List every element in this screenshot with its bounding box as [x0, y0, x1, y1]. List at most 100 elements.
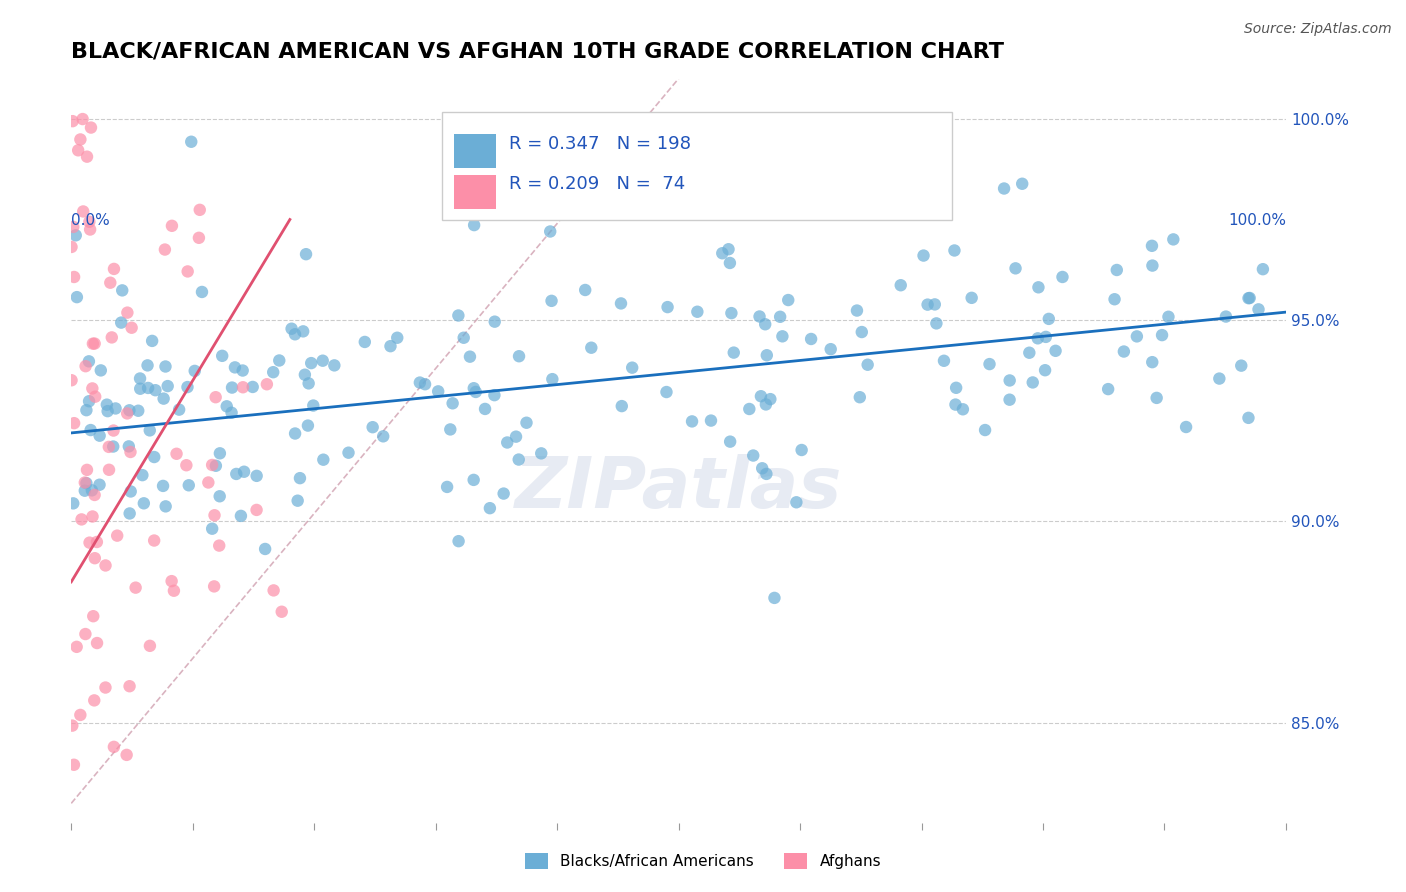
Point — [538, 225, 561, 239]
Point — [263, 583, 285, 598]
FancyBboxPatch shape — [454, 176, 496, 209]
Point — [160, 219, 183, 233]
Point — [72, 112, 94, 126]
Point — [127, 403, 149, 417]
Point — [284, 426, 307, 441]
Point — [187, 231, 209, 245]
Point — [82, 336, 104, 351]
Point — [111, 284, 134, 298]
Point — [1175, 420, 1198, 434]
Point — [120, 445, 142, 459]
Point — [998, 392, 1021, 407]
Point — [232, 363, 254, 377]
Point — [66, 290, 89, 304]
Point — [90, 363, 112, 377]
Point — [1237, 291, 1260, 305]
Point — [851, 325, 873, 339]
Point — [540, 293, 562, 308]
Point — [323, 359, 346, 373]
Point — [1230, 359, 1253, 373]
Point — [118, 439, 141, 453]
Point — [211, 349, 233, 363]
Point — [1045, 343, 1067, 358]
Point — [770, 329, 793, 343]
Point — [496, 435, 519, 450]
FancyBboxPatch shape — [454, 135, 496, 168]
Point — [610, 399, 633, 413]
Point — [155, 359, 177, 374]
Point — [515, 416, 537, 430]
Point — [63, 416, 86, 430]
Point — [932, 353, 955, 368]
Point — [700, 414, 723, 428]
Point — [62, 496, 84, 510]
Point — [262, 365, 284, 379]
Point — [254, 541, 277, 556]
Point — [160, 574, 183, 588]
Point — [145, 383, 167, 397]
Point — [738, 402, 761, 417]
Point — [1208, 371, 1230, 385]
Point — [993, 181, 1015, 195]
Point — [83, 693, 105, 707]
Point — [62, 114, 84, 128]
Point — [974, 423, 997, 437]
Point — [120, 484, 142, 499]
Point — [945, 381, 967, 395]
Point — [94, 558, 117, 573]
Point — [945, 398, 967, 412]
Point — [121, 320, 143, 334]
Point — [484, 315, 506, 329]
Point — [952, 402, 974, 417]
Point — [484, 388, 506, 402]
Point — [101, 330, 124, 344]
Point — [754, 318, 776, 332]
Point — [84, 390, 107, 404]
Legend: Blacks/African Americans, Afghans: Blacks/African Americans, Afghans — [519, 847, 887, 875]
Point — [176, 264, 198, 278]
Point — [69, 708, 91, 723]
Point — [464, 384, 486, 399]
Point — [742, 449, 765, 463]
Point — [208, 446, 231, 460]
Point — [103, 440, 125, 454]
Point — [299, 356, 322, 370]
Point — [115, 406, 138, 420]
Point — [723, 345, 745, 359]
Point — [89, 428, 111, 442]
Point — [856, 358, 879, 372]
Point — [82, 609, 104, 624]
Point — [769, 310, 792, 324]
Point — [759, 392, 782, 406]
Point — [353, 334, 375, 349]
Point — [1011, 177, 1033, 191]
Point — [292, 324, 315, 338]
Point — [152, 479, 174, 493]
Point — [83, 551, 105, 566]
Text: BLACK/AFRICAN AMERICAN VS AFGHAN 10TH GRADE CORRELATION CHART: BLACK/AFRICAN AMERICAN VS AFGHAN 10TH GR… — [72, 42, 1004, 62]
Point — [1142, 355, 1164, 369]
Point — [436, 480, 458, 494]
Text: R = 0.209   N =  74: R = 0.209 N = 74 — [509, 176, 685, 194]
Point — [1033, 363, 1056, 377]
Point — [1157, 310, 1180, 324]
Point — [139, 423, 162, 437]
Point — [1247, 302, 1270, 317]
Point — [67, 144, 90, 158]
Point — [387, 331, 409, 345]
Point — [463, 473, 485, 487]
Point — [439, 422, 461, 436]
Point — [380, 339, 402, 353]
Point — [720, 306, 742, 320]
Point — [790, 442, 813, 457]
Point — [86, 535, 108, 549]
Point — [86, 636, 108, 650]
Point — [245, 503, 267, 517]
Point — [1035, 330, 1057, 344]
Point — [63, 757, 86, 772]
Point — [655, 384, 678, 399]
Point — [1140, 239, 1163, 253]
Text: 0.0%: 0.0% — [72, 212, 110, 227]
Point — [246, 468, 269, 483]
Point — [69, 132, 91, 146]
